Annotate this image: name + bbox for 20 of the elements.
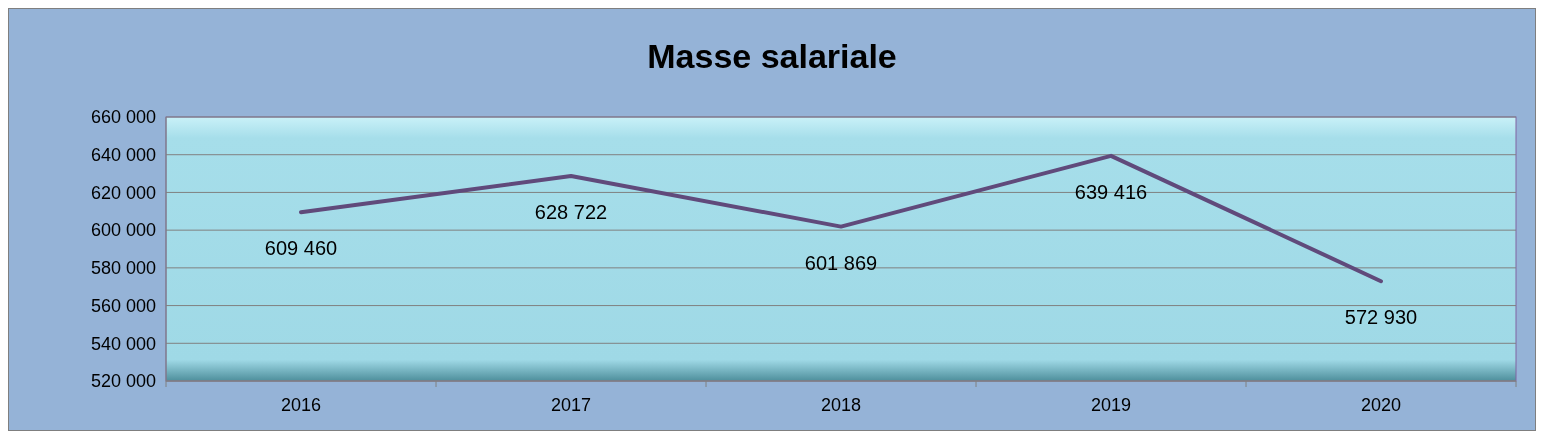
data-label: 639 416 <box>1074 180 1148 203</box>
y-tick-label: 640 000 <box>90 145 156 166</box>
data-label: 572 930 <box>1344 306 1418 329</box>
line-series <box>299 153 1383 284</box>
x-tick-label: 2019 <box>1090 395 1132 415</box>
y-tick-label: 540 000 <box>90 333 156 354</box>
data-label: 628 722 <box>534 200 608 223</box>
data-label: 601 869 <box>804 251 878 274</box>
x-tick-label: 2017 <box>550 395 592 415</box>
y-tick-label: 660 000 <box>90 107 156 128</box>
y-tick-label: 580 000 <box>90 258 156 279</box>
y-tick-label: 520 000 <box>90 371 156 392</box>
data-label: 609 460 <box>264 237 338 260</box>
y-tick-label: 600 000 <box>90 220 156 241</box>
x-tick-label: 2018 <box>820 395 862 415</box>
chart-title: Masse salariale <box>647 37 897 75</box>
y-tick-label: 620 000 <box>90 182 156 203</box>
y-tick-label: 560 000 <box>90 295 156 316</box>
x-tick-label: 2016 <box>280 395 322 415</box>
x-tick-label: 2020 <box>1360 395 1402 415</box>
